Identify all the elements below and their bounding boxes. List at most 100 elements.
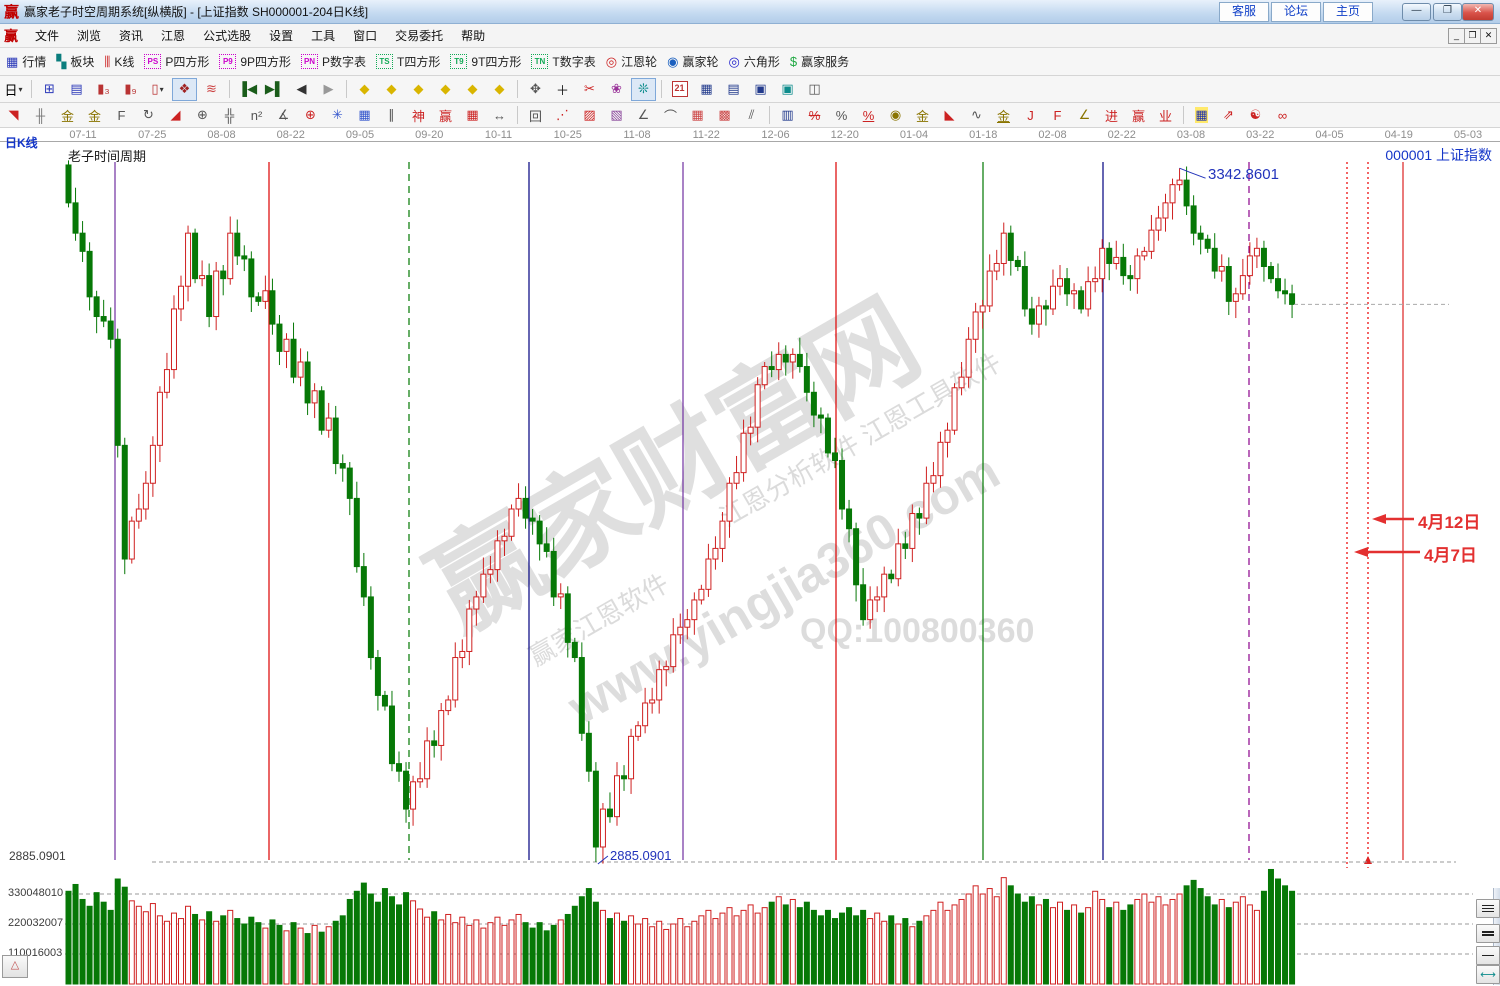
taiji-icon[interactable]: ☯ [1243,104,1268,127]
period-day-dropdown[interactable]: 日 ▾ [1,78,26,101]
yellow-grid-icon[interactable]: ▦ [1189,104,1214,127]
slash-lines-icon[interactable]: ⫽ [739,104,764,127]
expand-corner-button[interactable]: △ [2,955,28,978]
knife-2-icon[interactable]: ◢ [163,104,188,127]
ruler-grid-icon[interactable]: ▦ [460,104,485,127]
percent-icon[interactable]: % [829,104,854,127]
width-tool-icon[interactable]: ↔ [487,104,512,127]
ying-line-icon[interactable]: 赢 [1126,104,1151,127]
hexagon-button[interactable]: ◎ 六角形 [728,53,779,70]
gann-diamond-all-icon[interactable]: ◆ [487,78,512,101]
t-square-button[interactable]: TS T四方形 [376,53,440,70]
volume-scale-2-button[interactable] [1476,924,1500,943]
last-bar-icon[interactable]: ▶▌ [262,78,287,101]
quotes-button[interactable]: ▦ 行情 [6,53,46,70]
menu-item-4[interactable]: 江恩 [161,29,186,43]
homepage-button[interactable]: 主页 [1323,2,1373,22]
shen-tool-icon[interactable]: 神 [406,104,431,127]
infinity-icon[interactable]: ∞ [1270,104,1295,127]
notes-icon[interactable]: ▤ [721,78,746,101]
gold-lines-icon[interactable]: 金 [910,104,935,127]
child-close-button[interactable]: ✕ [1480,28,1497,44]
nine-t-square-button[interactable]: T9 9T四方形 [450,53,521,70]
box-grid-icon[interactable]: ▦ [352,104,377,127]
child-restore-button[interactable]: ❐ [1464,28,1481,44]
kline-button[interactable]: ⫼ K线 [104,53,134,70]
red-grid-icon[interactable]: ▦ [685,104,710,127]
bar-lines-icon[interactable]: ∥ [379,104,404,127]
p-square-button[interactable]: PS P四方形 [144,53,209,70]
web-tool-icon[interactable]: ❊ [631,77,656,101]
wave-tool-icon[interactable]: ∿ [964,104,989,127]
user-export-icon[interactable]: ◫ [802,78,827,101]
flower-tool-icon[interactable]: ❀ [604,78,629,101]
calendar-21-icon[interactable]: 21 [667,78,692,101]
spiral-tool-icon[interactable]: ↻ [136,104,161,127]
gold-circle-icon[interactable]: ◉ [883,104,908,127]
gann-fan-icon[interactable]: ⋰ [550,104,575,127]
color-bars-icon[interactable]: ≋ [199,78,224,101]
first-bar-icon[interactable]: ▐◀ [235,78,260,101]
next-bar-icon[interactable]: ▶ [316,78,341,101]
customer-service-button[interactable]: 客服 [1219,2,1269,22]
j-line-icon[interactable]: J [1018,104,1043,127]
menu-item-9[interactable]: 交易委托 [395,29,444,43]
crosshair-icon[interactable]: ＋ [550,78,575,101]
child-minimize-button[interactable]: _ [1448,28,1465,44]
gann-diamond-h-icon[interactable]: ◆ [406,78,431,101]
winner-wheel-button[interactable]: ◉ 赢家轮 [667,53,718,70]
gann-circle-icon[interactable]: ⊕ [298,104,323,127]
arc-tool-icon[interactable]: ⌒ [658,104,683,127]
winner-service-button[interactable]: $ 赢家服务 [790,53,849,70]
menu-item-6[interactable]: 设置 [269,29,294,43]
cut-tool-icon[interactable]: ✂ [577,78,602,101]
jin-tool-icon[interactable]: 进 [1099,104,1124,127]
fan-box-2-icon[interactable]: ▧ [604,104,629,127]
volume-indicator-button[interactable]: ⟷ [1476,965,1500,984]
volume-scale-1-button[interactable] [1476,946,1500,965]
calculator-icon[interactable]: ▦ [694,78,719,101]
p-number-table-button[interactable]: PN P数字表 [301,53,366,70]
fan-box-icon[interactable]: ▨ [577,104,602,127]
close-button[interactable]: ✕ [1462,3,1494,21]
ying-tool-icon[interactable]: 赢 [433,104,458,127]
menu-item-7[interactable]: 工具 [311,29,336,43]
menu-item-3[interactable]: 资讯 [119,29,144,43]
gann-diamond-left-icon[interactable]: ◆ [352,78,377,101]
percent-line-icon[interactable]: % [856,104,881,127]
percent-strike-icon[interactable]: % [802,104,827,127]
gann-diamond-right-icon[interactable]: ◆ [379,78,404,101]
tile-windows-icon[interactable]: ⊞ [37,78,62,101]
gold-underline-icon[interactable]: 金 [991,104,1016,127]
gold-grid-2-icon[interactable]: 金 [82,104,107,127]
pan-hand-icon[interactable]: ✥ [523,78,548,101]
gann-diamond-in-icon[interactable]: ◆ [433,78,458,101]
knife-tool-icon[interactable]: ◥ [1,104,26,127]
menu-item-8[interactable]: 窗口 [353,29,378,43]
angle-tool-icon[interactable]: ∡ [271,104,296,127]
minimize-button[interactable]: — [1402,3,1431,21]
yao-line-icon[interactable]: 业 [1153,104,1178,127]
menu-item-2[interactable]: 浏览 [77,29,102,43]
chart-3-icon[interactable]: ▮₃ [91,78,116,101]
candle-style-dropdown[interactable]: ▯ ▾ [145,78,170,101]
t-number-table-button[interactable]: TN T数字表 [531,53,596,70]
trend-chart-icon[interactable]: ⇗ [1216,104,1241,127]
star-grid-icon[interactable]: ✳ [325,104,350,127]
gann-diamond-v-icon[interactable]: ◆ [460,78,485,101]
gold-angle-icon[interactable]: ∠ [1072,104,1097,127]
save-icon[interactable]: ▣ [748,78,773,101]
prev-bar-icon[interactable]: ◀ [289,78,314,101]
menu-item-1[interactable]: 文件 [35,29,60,43]
f-line-icon[interactable]: F [1045,104,1070,127]
gold-grid-1-icon[interactable]: 金 [55,104,80,127]
restore-button[interactable]: ❐ [1433,3,1462,21]
gann-grid-icon[interactable]: ╫ [28,104,53,127]
gann-wheel-button[interactable]: ◎ 江恩轮 [606,53,657,70]
knife-3-icon[interactable]: ◣ [937,104,962,127]
grid-arrow-icon[interactable]: ▩ [712,104,737,127]
f-grid-icon[interactable]: F [109,104,134,127]
menu-item-10[interactable]: 帮助 [461,29,486,43]
save-web-icon[interactable]: ▣ [775,78,800,101]
